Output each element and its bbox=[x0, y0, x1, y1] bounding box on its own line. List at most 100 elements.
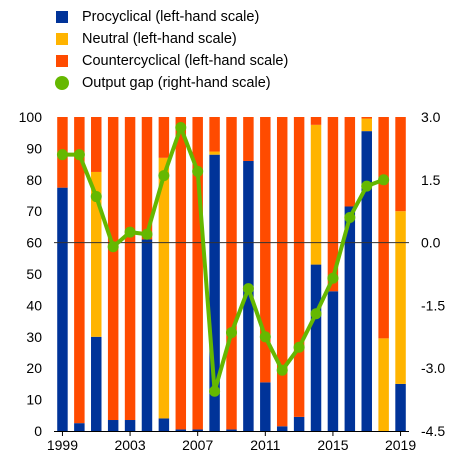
bar-2017-series-0 bbox=[361, 131, 372, 431]
left-tick-label-0: 0 bbox=[34, 423, 42, 439]
bar-2010-series-0 bbox=[243, 160, 254, 431]
x-tick-label-2019: 2019 bbox=[385, 437, 416, 453]
output-gap-point-2008 bbox=[209, 385, 221, 397]
bar-2004-series-2 bbox=[141, 117, 153, 240]
bar-2008-series-2 bbox=[209, 117, 220, 152]
output-gap-point-2017 bbox=[361, 180, 373, 192]
legend: Procyclical (left-hand scale) Neutral (l… bbox=[55, 6, 288, 94]
output-gap-point-1999 bbox=[56, 149, 68, 161]
bar-2018-series-1 bbox=[378, 338, 389, 431]
bar-2017-series-1 bbox=[361, 118, 372, 132]
output-gap-point-2010 bbox=[242, 283, 254, 295]
bar-2006-series-2 bbox=[175, 117, 187, 430]
bar-2004-series-0 bbox=[141, 239, 153, 431]
output-gap-point-2005 bbox=[158, 170, 170, 182]
legend-item-procyclical: Procyclical (left-hand scale) bbox=[56, 6, 288, 28]
left-tick-label-20: 20 bbox=[26, 360, 42, 376]
bar-2012-series-0 bbox=[276, 426, 288, 431]
legend-label-output-gap: Output gap (right-hand scale) bbox=[82, 75, 271, 91]
bar-2014-series-2 bbox=[310, 117, 322, 125]
output-gap-point-2003 bbox=[124, 226, 136, 238]
right-tick-label--4.5: -4.5 bbox=[421, 423, 445, 439]
bar-2016-series-2 bbox=[344, 117, 356, 207]
bar-2019-series-0 bbox=[395, 383, 406, 431]
legend-item-neutral: Neutral (left-hand scale) bbox=[56, 28, 288, 50]
output-gap-point-2000 bbox=[73, 149, 85, 161]
bar-2013-series-0 bbox=[293, 416, 305, 431]
legend-item-output-gap: Output gap (right-hand scale) bbox=[55, 72, 288, 94]
bar-2008-series-0 bbox=[209, 154, 220, 431]
bar-2012-series-2 bbox=[276, 117, 288, 427]
left-tick-label-40: 40 bbox=[26, 297, 42, 313]
bar-2005-series-0 bbox=[158, 418, 170, 431]
legend-label-neutral: Neutral (left-hand scale) bbox=[82, 31, 237, 47]
output-gap-point-2009 bbox=[226, 327, 237, 339]
x-tick-label-2003: 2003 bbox=[114, 437, 145, 453]
output-gap-point-2007 bbox=[192, 165, 204, 177]
bar-2003-series-0 bbox=[124, 420, 136, 431]
bar-2015-series-0 bbox=[327, 291, 339, 431]
x-tick-label-2011: 2011 bbox=[250, 437, 280, 453]
right-tick-label--3.0: -3.0 bbox=[421, 360, 445, 376]
bar-2003-series-2 bbox=[124, 117, 136, 421]
x-tick-label-2007: 2007 bbox=[182, 437, 213, 453]
left-tick-label-10: 10 bbox=[26, 392, 42, 408]
bar-2015-series-2 bbox=[327, 117, 339, 292]
legend-label-procyclical: Procyclical (left-hand scale) bbox=[82, 9, 260, 25]
right-tick-label-1.5: 1.5 bbox=[421, 172, 441, 188]
bar-2005-series-2 bbox=[158, 117, 170, 158]
bar-2014-series-0 bbox=[310, 264, 322, 431]
output-gap-point-2012 bbox=[276, 364, 288, 376]
bar-2000-series-2 bbox=[74, 117, 85, 424]
left-tick-label-50: 50 bbox=[26, 266, 42, 282]
output-gap-point-2002 bbox=[107, 241, 119, 253]
bar-2009-series-0 bbox=[226, 429, 237, 431]
left-tick-label-100: 100 bbox=[19, 109, 43, 125]
left-tick-label-90: 90 bbox=[26, 140, 42, 156]
x-tick-label-2015: 2015 bbox=[317, 437, 348, 453]
right-tick-label-0.0: 0.0 bbox=[421, 235, 441, 251]
bar-2017-series-2 bbox=[361, 117, 372, 119]
bar-2016-series-0 bbox=[344, 206, 356, 431]
bar-2011-series-2 bbox=[260, 117, 271, 383]
bar-2011-series-0 bbox=[260, 382, 271, 431]
bar-2002-series-2 bbox=[107, 117, 119, 421]
left-tick-label-60: 60 bbox=[26, 235, 42, 251]
output-gap-point-2018 bbox=[378, 174, 390, 186]
bar-1999-series-0 bbox=[57, 187, 68, 431]
bar-2013-series-2 bbox=[293, 117, 305, 417]
bar-2014-series-1 bbox=[310, 124, 322, 265]
bar-2005-series-1 bbox=[158, 157, 170, 419]
output-gap-point-2015 bbox=[327, 272, 339, 284]
right-tick-label-3.0: 3.0 bbox=[421, 109, 441, 125]
legend-item-countercyclical: Countercyclical (left-hand scale) bbox=[56, 50, 288, 72]
bar-2000-series-0 bbox=[74, 423, 85, 431]
bar-2010-series-2 bbox=[243, 117, 254, 161]
bar-2007-series-2 bbox=[192, 117, 203, 430]
legend-swatch-procyclical bbox=[56, 11, 68, 23]
output-gap-point-2006 bbox=[175, 121, 187, 133]
bar-2001-series-0 bbox=[91, 336, 102, 431]
bar-2008-series-1 bbox=[209, 151, 220, 155]
bar-2006-series-0 bbox=[175, 429, 187, 431]
bar-2019-series-1 bbox=[395, 211, 406, 384]
bar-2007-series-0 bbox=[192, 429, 203, 431]
left-tick-label-80: 80 bbox=[26, 172, 42, 188]
bar-2002-series-0 bbox=[107, 420, 119, 431]
left-tick-label-30: 30 bbox=[26, 329, 42, 345]
bar-2009-series-2 bbox=[226, 117, 237, 430]
bar-2001-series-1 bbox=[91, 171, 102, 337]
bar-2018-series-2 bbox=[378, 117, 389, 339]
right-tick-label--1.5: -1.5 bbox=[421, 297, 445, 313]
legend-marker-output-gap bbox=[55, 76, 69, 90]
bar-2019-series-2 bbox=[395, 117, 406, 212]
bar-2001-series-2 bbox=[91, 117, 102, 172]
output-gap-point-2011 bbox=[259, 331, 271, 343]
output-gap-point-2004 bbox=[141, 228, 153, 240]
output-gap-point-2001 bbox=[90, 191, 102, 203]
legend-label-countercyclical: Countercyclical (left-hand scale) bbox=[82, 53, 289, 69]
output-gap-point-2016 bbox=[344, 211, 356, 223]
legend-swatch-countercyclical bbox=[56, 55, 68, 67]
legend-swatch-neutral bbox=[56, 33, 68, 45]
